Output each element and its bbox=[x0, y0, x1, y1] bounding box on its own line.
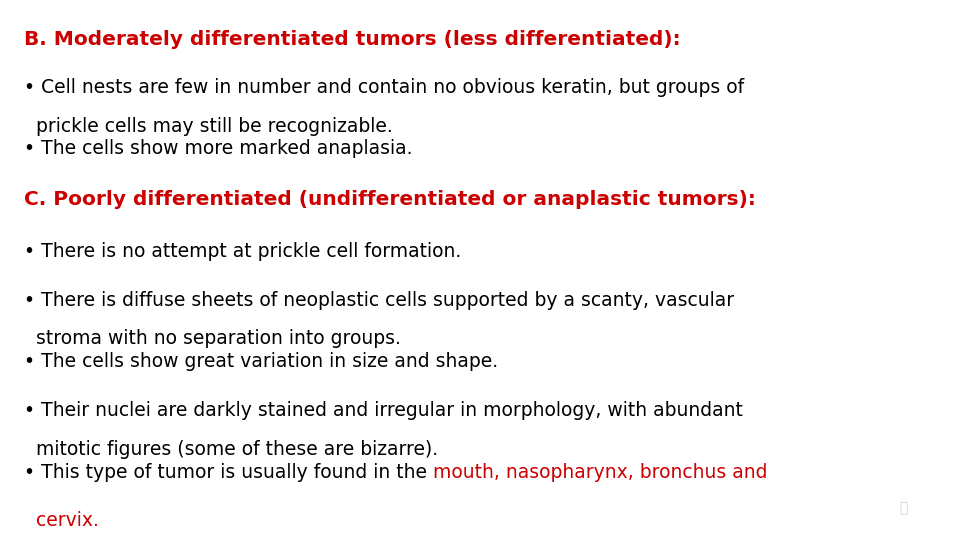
Text: C. Poorly differentiated (undifferentiated or anaplastic tumors):: C. Poorly differentiated (undifferentiat… bbox=[24, 190, 756, 209]
Text: • The cells show great variation in size and shape.: • The cells show great variation in size… bbox=[24, 352, 498, 371]
Text: mitotic figures (some of these are bizarre).: mitotic figures (some of these are bizar… bbox=[24, 440, 438, 458]
Text: mouth, nasopharynx, bronchus and: mouth, nasopharynx, bronchus and bbox=[433, 463, 767, 482]
Text: • The cells show more marked anaplasia.: • The cells show more marked anaplasia. bbox=[24, 139, 413, 158]
Text: stroma with no separation into groups.: stroma with no separation into groups. bbox=[24, 329, 401, 348]
Text: • Their nuclei are darkly stained and irregular in morphology, with abundant: • Their nuclei are darkly stained and ir… bbox=[24, 401, 743, 420]
Text: • Cell nests are few in number and contain no obvious keratin, but groups of: • Cell nests are few in number and conta… bbox=[24, 78, 744, 97]
Text: 🔊: 🔊 bbox=[899, 502, 907, 516]
Text: • There is no attempt at prickle cell formation.: • There is no attempt at prickle cell fo… bbox=[24, 242, 461, 261]
Text: • There is diffuse sheets of neoplastic cells supported by a scanty, vascular: • There is diffuse sheets of neoplastic … bbox=[24, 291, 734, 309]
Text: B. Moderately differentiated tumors (less differentiated):: B. Moderately differentiated tumors (les… bbox=[24, 30, 681, 49]
Text: cervix.: cervix. bbox=[24, 511, 99, 530]
Text: • This type of tumor is usually found in the: • This type of tumor is usually found in… bbox=[24, 463, 433, 482]
Text: prickle cells may still be recognizable.: prickle cells may still be recognizable. bbox=[24, 117, 393, 136]
